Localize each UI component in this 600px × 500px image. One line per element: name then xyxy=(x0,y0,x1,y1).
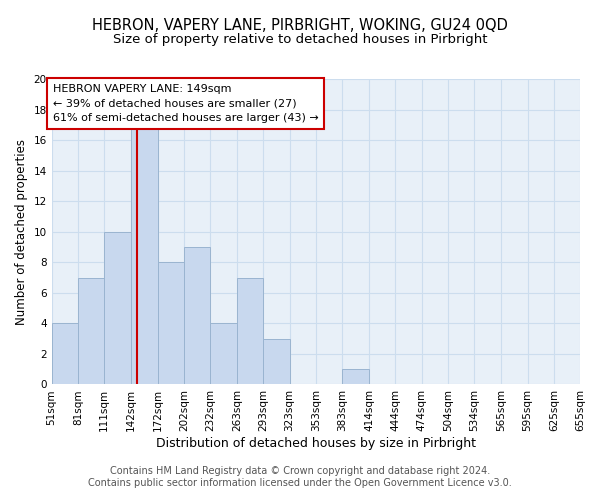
Text: HEBRON, VAPERY LANE, PIRBRIGHT, WOKING, GU24 0QD: HEBRON, VAPERY LANE, PIRBRIGHT, WOKING, … xyxy=(92,18,508,32)
Bar xyxy=(131,125,158,384)
Text: Contains HM Land Registry data © Crown copyright and database right 2024.
Contai: Contains HM Land Registry data © Crown c… xyxy=(88,466,512,487)
Bar xyxy=(342,369,369,384)
Bar xyxy=(263,338,290,384)
Y-axis label: Number of detached properties: Number of detached properties xyxy=(15,138,28,324)
Bar xyxy=(237,278,263,384)
X-axis label: Distribution of detached houses by size in Pirbright: Distribution of detached houses by size … xyxy=(156,437,476,450)
Bar xyxy=(184,247,210,384)
Text: HEBRON VAPERY LANE: 149sqm
← 39% of detached houses are smaller (27)
61% of semi: HEBRON VAPERY LANE: 149sqm ← 39% of deta… xyxy=(53,84,318,123)
Bar xyxy=(210,324,237,384)
Bar xyxy=(158,262,184,384)
Bar xyxy=(52,324,78,384)
Text: Size of property relative to detached houses in Pirbright: Size of property relative to detached ho… xyxy=(113,32,487,46)
Bar xyxy=(78,278,104,384)
Bar xyxy=(104,232,131,384)
